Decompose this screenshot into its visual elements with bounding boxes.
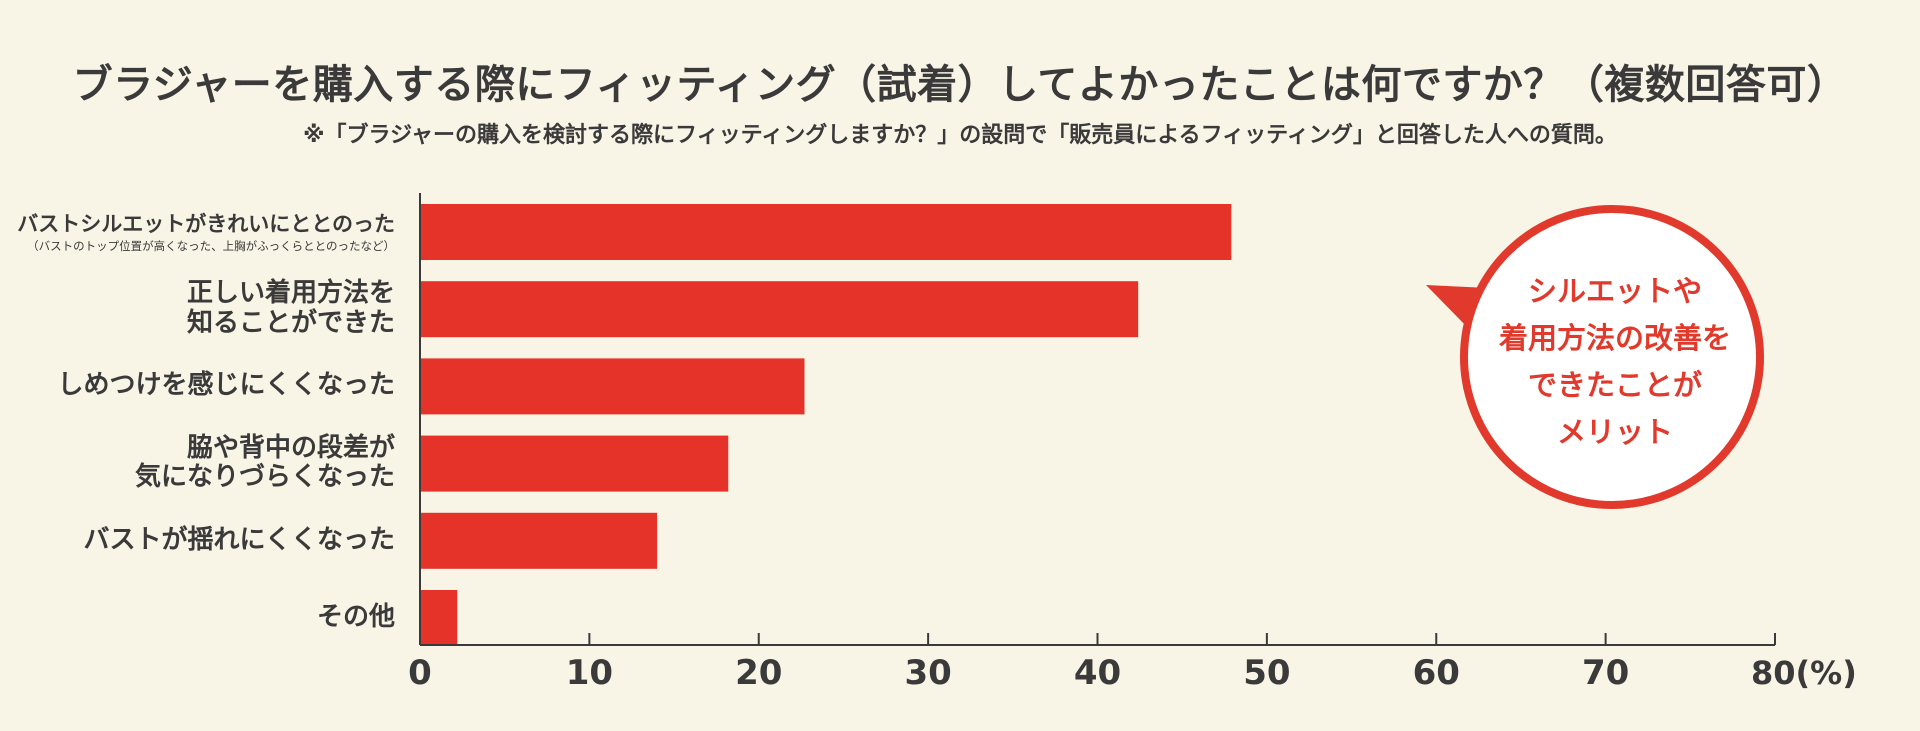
category-label-text: 正しい着用方法を 知ることができた [186,278,395,339]
category-label-2: しめつけを感じにくくなった [57,370,395,401]
bar-0 [420,204,1232,260]
category-label-1: 正しい着用方法を 知ることができた [186,278,395,339]
category-label-text: その他 [316,602,395,632]
callout-text: シルエットや 着用方法の改善を できたことが メリット [1498,274,1731,449]
category-label-4: バストが揺れにくくなった [83,524,395,556]
x-tick-label-20: 20 [735,653,782,693]
bars-layer [420,204,1232,646]
x-tick-label-40: 40 [1074,653,1121,693]
x-tick-label-30: 30 [904,653,951,693]
x-tick-label-0: 0 [408,653,432,693]
bar-5 [420,590,458,646]
callout-bubble [1426,205,1764,509]
x-axis: 0 10 20 30 40 50 60 70 80(%) [408,193,1857,693]
category-label-0: バストシルエットがきれいにととのった （バストのトップ位置が高くなった、上胸がふっ… [17,212,395,253]
x-tick-label-10: 10 [566,653,613,693]
category-sublabel-text: （バストのトップ位置が高くなった、上胸がふっくらととのったなど） [27,238,395,253]
x-tick-label-50: 50 [1243,653,1290,693]
x-tick-label-80: 80(%) [1751,654,1857,692]
bar-3 [420,435,729,492]
category-label-text: 脇や背中の段差が 気になりづらくなった [134,432,395,493]
x-tick-label-60: 60 [1413,653,1460,693]
x-tick-label-70: 70 [1582,653,1629,693]
category-label-text: バストシルエットがきれいにととのった [17,211,395,236]
callout-circle [1460,205,1764,509]
category-label-3: 脇や背中の段差が 気になりづらくなった [134,432,395,494]
bar-1 [420,281,1139,338]
category-label-text: バストが揺れにくくなった [83,524,395,555]
page-title: ブラジャーを購入する際にフィッティング（試着）してよかったことは何ですか？（複数… [72,62,1848,108]
page-subtitle: ※「ブラジャーの購入を検討する際にフィッティングしますか？」の設問で「販売員によ… [303,123,1617,148]
category-label-text: しめつけを感じにくくなった [57,370,395,401]
bar-2 [420,358,805,415]
bar-4 [420,512,658,569]
category-label-5: その他 [316,602,395,633]
